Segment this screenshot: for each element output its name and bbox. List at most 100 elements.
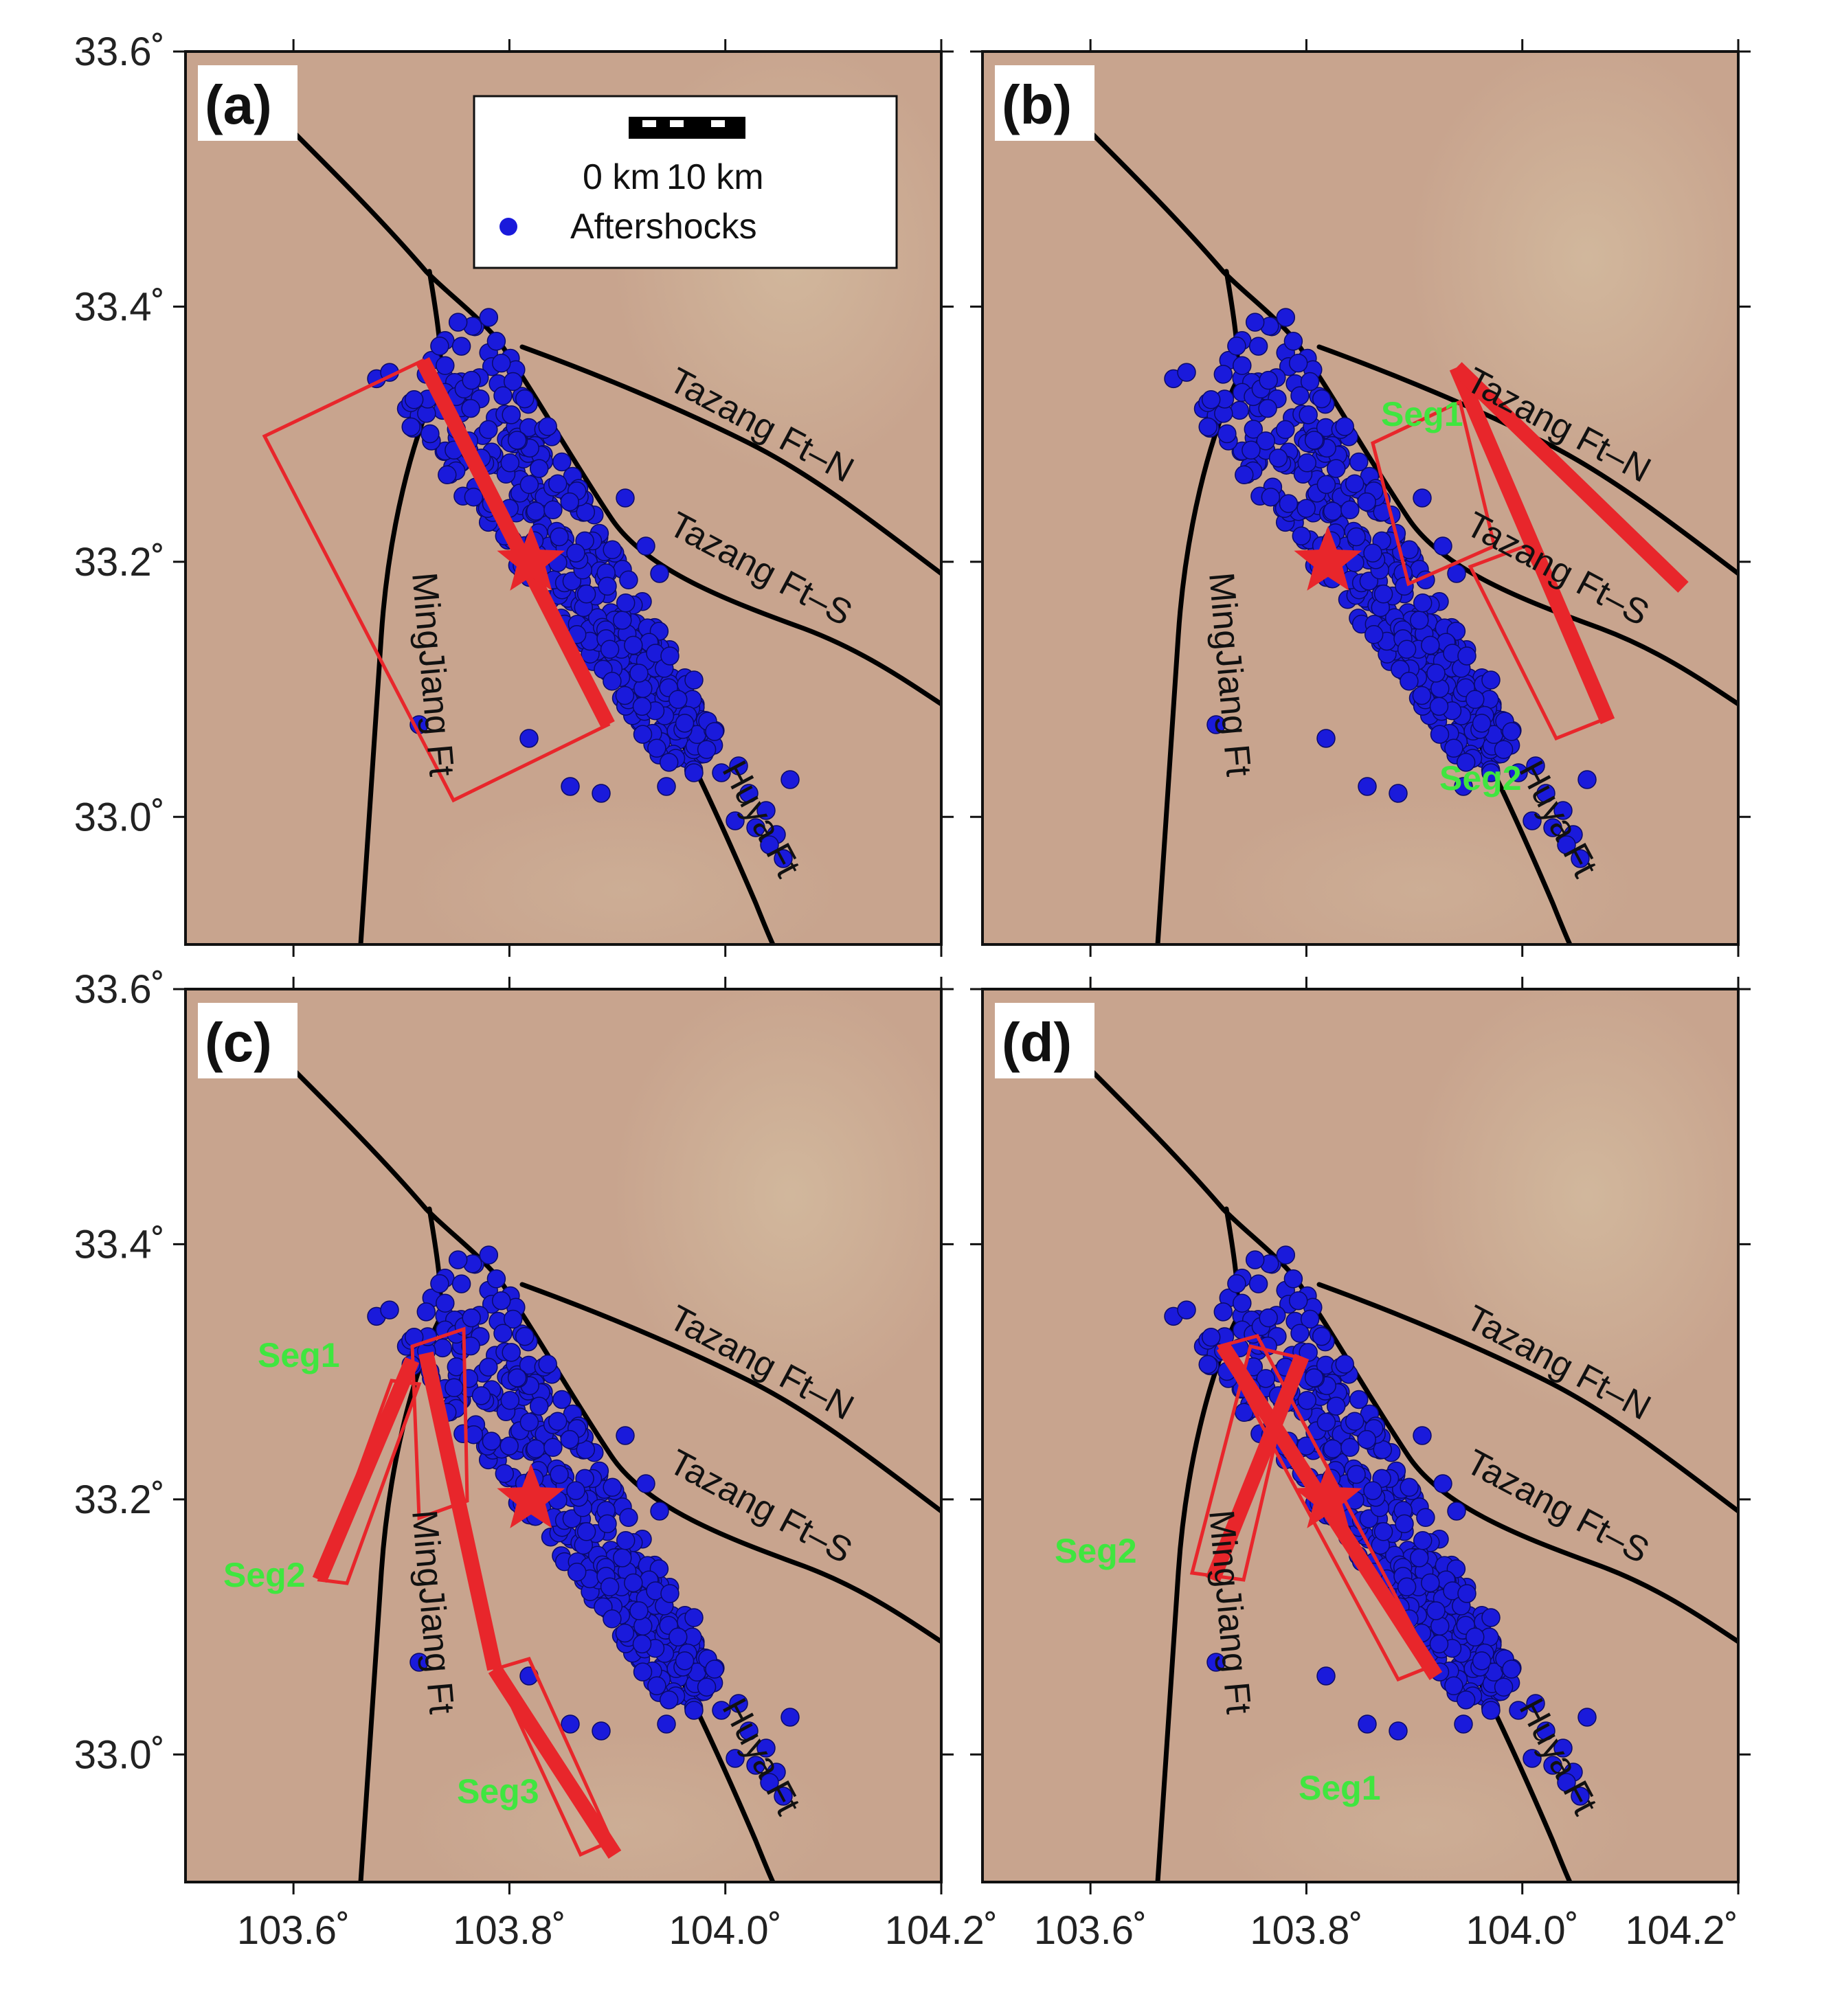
- epicenter-star-icon: [1294, 525, 1362, 591]
- aftershock-dot: [629, 1601, 649, 1620]
- x-tick-label: 103.8˚: [453, 1908, 565, 1953]
- aftershock-dot: [438, 465, 457, 485]
- aftershock-dot: [774, 849, 793, 868]
- aftershock-dot: [451, 337, 471, 356]
- aftershock-dot: [1292, 526, 1312, 546]
- aftershock-dot: [669, 1627, 688, 1647]
- aftershock-dot: [1206, 1653, 1226, 1672]
- aftershock-dot: [756, 1738, 776, 1758]
- aftershock-dot: [756, 801, 776, 820]
- aftershock-dot: [1248, 1274, 1268, 1293]
- aftershock-dot: [603, 1609, 622, 1629]
- aftershock-dot: [1553, 801, 1573, 820]
- aftershock-dot: [650, 564, 669, 583]
- fault-trace-northBranch: [286, 124, 941, 707]
- panel-frame: [981, 988, 1740, 1883]
- terrain-highland: [1408, 52, 1738, 477]
- aftershock-dot: [1454, 1714, 1473, 1734]
- aftershock-dot: [632, 696, 652, 716]
- aftershock-dot: [616, 1426, 635, 1445]
- aftershock-dot: [760, 835, 779, 854]
- aftershock-dot: [491, 353, 511, 373]
- aftershock-dot: [1288, 1291, 1308, 1311]
- aftershock-dot: [1481, 1701, 1501, 1720]
- aftershock-dot: [1198, 417, 1217, 437]
- terrain-highland: [611, 989, 941, 1415]
- aftershock-dot: [1444, 738, 1463, 758]
- y-tick-label: 33.2˚: [74, 540, 165, 585]
- aftershock-dot: [632, 1634, 652, 1654]
- aftershock-dot: [1416, 1508, 1435, 1528]
- aftershock-dot: [1543, 818, 1562, 837]
- aftershock-dot: [1426, 1601, 1446, 1620]
- aftershock-dot: [1472, 714, 1492, 733]
- aftershock-dot: [1410, 611, 1429, 630]
- terrain-valley: [1202, 793, 1642, 944]
- aftershock-dot: [624, 635, 643, 655]
- aftershock-dot: [1283, 1269, 1303, 1289]
- aftershock-dot: [1340, 500, 1360, 520]
- segment-label: Seg2: [1055, 1532, 1137, 1570]
- aftershock-dot: [1389, 1721, 1408, 1741]
- fault-trace-northBranch: [1083, 1062, 1738, 1644]
- aftershock-dot: [1364, 625, 1384, 644]
- aftershock-dot: [1571, 849, 1590, 868]
- aftershock-dot: [1279, 494, 1299, 513]
- aftershock-dot: [1297, 453, 1317, 473]
- aftershock-dot: [1316, 475, 1336, 495]
- panel-label-box: [995, 65, 1094, 141]
- aftershock-dot: [1312, 389, 1332, 409]
- legend-aftershock-icon: [499, 218, 517, 236]
- aftershock-dot: [629, 664, 649, 683]
- aftershock-dot: [1245, 313, 1265, 332]
- aftershock-dot: [566, 1481, 585, 1500]
- aftershock-dot: [684, 763, 704, 782]
- fault-trace-tazangN: [1316, 344, 1738, 576]
- aftershock-dot: [550, 1464, 569, 1484]
- aftershock-dot: [1235, 465, 1254, 485]
- aftershock-dot: [1316, 1666, 1336, 1686]
- aftershock-cluster: [1164, 308, 1597, 868]
- y-tick-label: 33.6˚: [74, 967, 165, 1012]
- aftershock-dot: [616, 488, 635, 508]
- scale-label-right: 10 km: [666, 157, 764, 197]
- x-tick-label: 104.0˚: [669, 1908, 781, 1953]
- aftershock-dot: [1276, 420, 1295, 440]
- y-tick-label: 33.2˚: [74, 1477, 165, 1522]
- aftershock-dot: [712, 1701, 731, 1720]
- aftershock-dot: [560, 1429, 579, 1449]
- aftershock-dot: [550, 527, 569, 547]
- aftershock-dot: [1268, 449, 1288, 468]
- panel-label: (d): [1002, 1012, 1072, 1073]
- aftershock-dot: [462, 1308, 481, 1328]
- aftershock-dot: [592, 1721, 611, 1741]
- aftershock-dot: [1242, 440, 1261, 460]
- aftershock-dot: [1472, 1651, 1492, 1670]
- aftershock-dot: [712, 763, 731, 782]
- aftershock-dot: [507, 1368, 527, 1388]
- aftershock-dot: [529, 459, 549, 478]
- aftershock-dot: [1335, 1355, 1354, 1374]
- aftershock-dot: [624, 1573, 643, 1593]
- aftershock-dot: [1316, 729, 1336, 748]
- aftershock-dot: [1259, 1308, 1278, 1328]
- aftershock-dot: [561, 777, 580, 796]
- x-tick-label: 103.6˚: [237, 1908, 350, 1953]
- aftershock-dot: [1316, 1412, 1336, 1432]
- aftershock-dot: [461, 398, 480, 418]
- aftershock-dot: [1457, 1584, 1476, 1603]
- aftershock-dot: [1502, 1660, 1521, 1679]
- aftershock-dot: [1523, 811, 1542, 830]
- aftershock-dot: [760, 1773, 779, 1792]
- aftershock-dot: [1213, 1302, 1233, 1322]
- rupture-model: [312, 1326, 622, 1859]
- aftershock-dot: [1400, 1477, 1419, 1497]
- aftershock-dot: [1413, 1426, 1432, 1445]
- aftershock-dot: [746, 1756, 765, 1775]
- rupture-trace: [1449, 364, 1615, 725]
- aftershock-dot: [1304, 431, 1324, 450]
- aftershock-dot: [515, 1326, 535, 1346]
- rupture-trace: [312, 1357, 420, 1583]
- aftershock-dot: [675, 714, 695, 733]
- aftershock-dot: [1526, 1694, 1545, 1713]
